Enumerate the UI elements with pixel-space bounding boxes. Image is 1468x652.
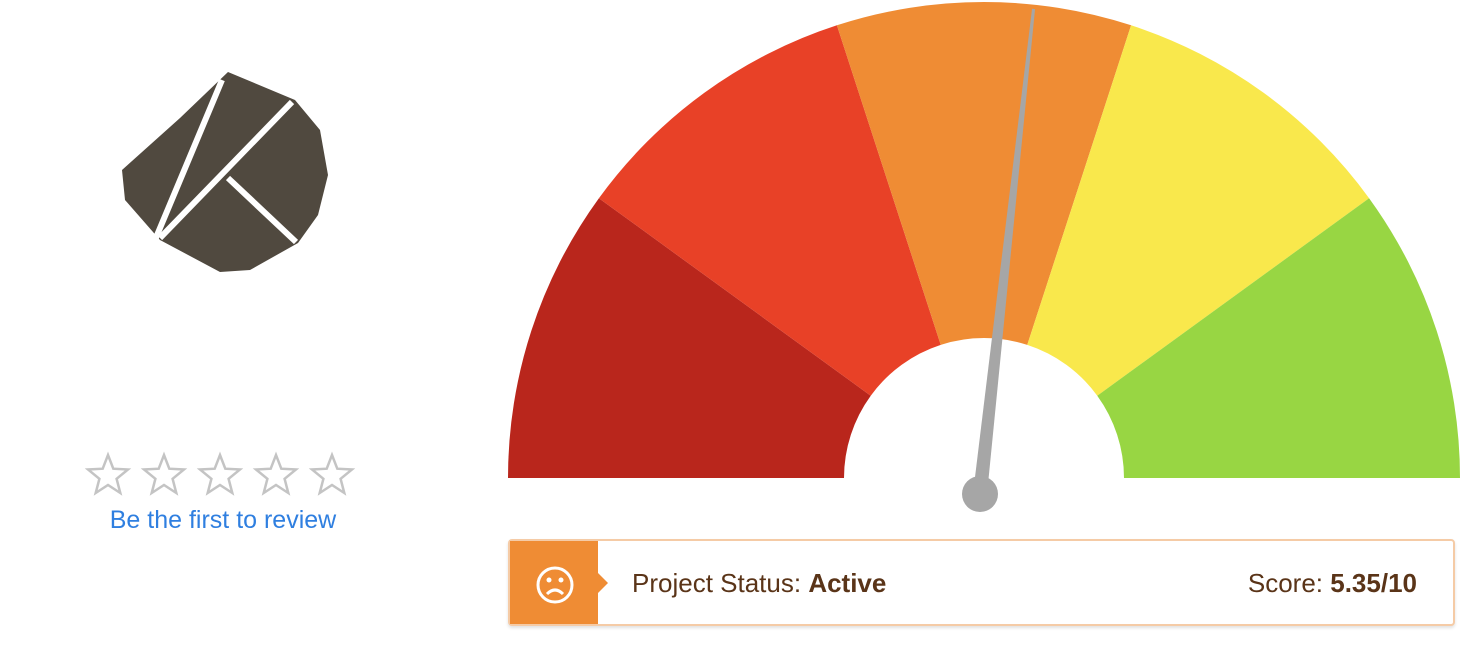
sad-face xyxy=(536,566,574,604)
status-text: Project Status: Active xyxy=(632,568,886,599)
gauge-segment xyxy=(836,1,1132,345)
star xyxy=(196,451,244,496)
star xyxy=(252,451,300,496)
gauge-needle xyxy=(962,8,1036,512)
status-icon xyxy=(510,541,598,624)
gauge-segment xyxy=(508,198,871,478)
gauge xyxy=(508,1,1460,512)
logo-stroke xyxy=(157,99,295,241)
star xyxy=(84,451,132,496)
logo xyxy=(122,72,328,272)
review-link[interactable]: Be the first to review xyxy=(109,506,337,534)
score-label: Score: xyxy=(1247,568,1324,598)
needle-body xyxy=(973,8,1036,495)
gauge-segment xyxy=(1097,198,1460,478)
status-bar: Project Status: Active Score: 5.35/10 xyxy=(508,539,1455,626)
gauge-segment xyxy=(1027,25,1370,396)
logo-stroke xyxy=(225,175,299,245)
status-arrow xyxy=(598,573,608,593)
star xyxy=(308,451,356,496)
needle-pivot xyxy=(962,476,998,512)
gauge-segment xyxy=(598,25,941,396)
logo-stroke xyxy=(152,78,225,242)
rating-stars[interactable] xyxy=(84,451,356,496)
status-label: Project Status: xyxy=(632,568,802,598)
status-value: Active xyxy=(808,568,887,598)
score-value: 5.35/10 xyxy=(1330,568,1417,598)
star xyxy=(140,451,188,496)
score-text: Score: 5.35/10 xyxy=(1248,568,1417,599)
